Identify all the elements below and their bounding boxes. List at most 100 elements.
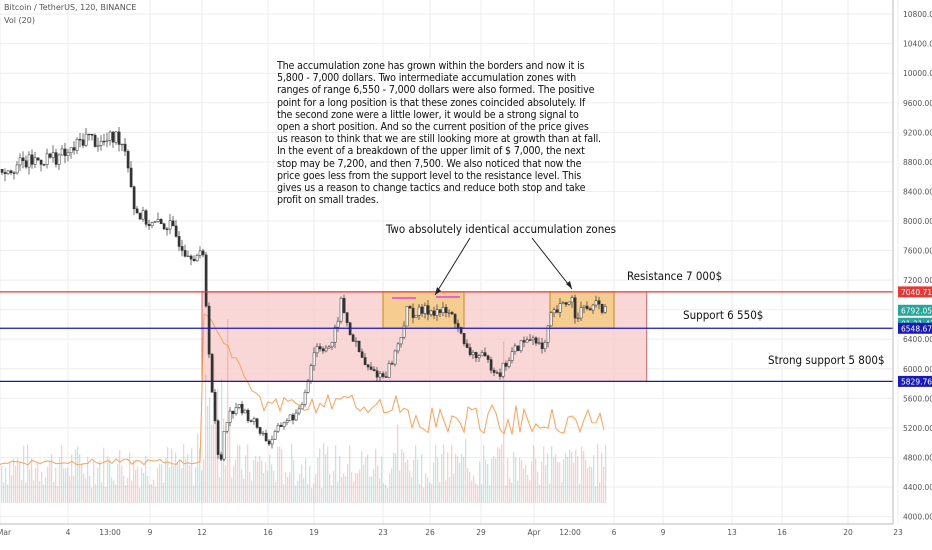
candle-body (360, 351, 364, 358)
volume-bar (333, 471, 335, 503)
volume-bar (335, 445, 337, 503)
volume-bar (93, 461, 95, 503)
volume-bar (361, 451, 363, 503)
candle-body (507, 360, 511, 367)
volume-bar (153, 479, 155, 503)
volume-bar (113, 480, 115, 503)
candle-body (276, 424, 280, 432)
candle-body (345, 312, 349, 323)
volume-bar (579, 483, 581, 503)
candle-body (303, 392, 307, 405)
candle-body (387, 363, 391, 378)
volume-bar (485, 459, 487, 503)
candle-body (363, 357, 367, 366)
volume-bar (563, 459, 565, 503)
candle-body (18, 157, 22, 166)
volume-bar (231, 477, 233, 503)
candle-body (333, 326, 337, 343)
candle-body (423, 305, 427, 314)
volume-bar (481, 484, 483, 503)
volume-bar (193, 485, 195, 503)
date-tick-label: 16 (263, 528, 273, 537)
candle-body (285, 420, 289, 423)
volume-bar (373, 468, 375, 503)
volume-bar (67, 467, 69, 503)
candle-body (309, 365, 313, 382)
candle-body (246, 409, 250, 421)
volume-bar (165, 458, 167, 503)
volume-bar (299, 474, 301, 503)
candle-body (498, 372, 502, 377)
volume-bar (521, 460, 523, 503)
volume-bar (63, 468, 65, 503)
volume-bar (403, 452, 405, 503)
candle-body (300, 404, 304, 410)
volume-bar (189, 465, 191, 503)
volume-bar (111, 477, 113, 503)
candle-body (324, 347, 328, 352)
price-tick-label: 8000.00 (903, 217, 932, 226)
volume-bar (381, 456, 383, 503)
candle-body (561, 302, 565, 304)
volume-bar (601, 452, 603, 503)
price-tag-text-support: 6548.67 (901, 324, 932, 333)
candle-body (294, 412, 298, 421)
volume-bar (455, 453, 457, 503)
candle-body (267, 440, 271, 445)
volume-bar (297, 480, 299, 503)
volume-bar (493, 455, 495, 503)
candle-body (546, 325, 550, 343)
candle-body (45, 153, 49, 165)
candle-body (162, 223, 166, 230)
candle-body (315, 346, 319, 354)
volume-bar (259, 456, 261, 503)
candle-body (198, 250, 202, 256)
volume-bar (179, 459, 181, 503)
volume-bar (431, 483, 433, 503)
candle-body (258, 427, 262, 434)
volume-bar (317, 457, 319, 503)
volume-bar (449, 476, 451, 503)
volume-bar (511, 482, 513, 503)
volume-bar (533, 445, 535, 503)
candle-body (192, 258, 196, 262)
volume-bar (149, 484, 151, 503)
candle-body (114, 131, 118, 143)
volume-bar (7, 484, 9, 503)
candle-body (180, 246, 184, 251)
candle-body (558, 303, 562, 313)
candle-body (432, 310, 436, 316)
candle-body (501, 362, 505, 377)
candle-body (15, 164, 19, 174)
volume-bar (205, 374, 207, 503)
volume-bar (463, 457, 465, 503)
candle-body (306, 380, 310, 393)
volume-bar (501, 443, 503, 503)
candle-body (210, 353, 214, 393)
candle-body (51, 152, 55, 158)
volume-bar (327, 446, 329, 503)
volume-bar (83, 473, 85, 503)
date-tick-label: 23 (893, 528, 903, 537)
volume-bar (427, 477, 429, 503)
volume-bar (279, 446, 281, 503)
candle-body (438, 309, 442, 313)
candle-body (357, 340, 361, 352)
candle-body (369, 366, 373, 370)
volume-bar (53, 481, 55, 503)
candle-body (579, 307, 583, 319)
date-tick-label: 16 (777, 528, 787, 537)
volume-bar (241, 469, 243, 503)
volume-bar (429, 482, 431, 503)
volume-bar (401, 448, 403, 503)
volume-bar (173, 465, 175, 503)
candle-body (384, 376, 388, 378)
price-tag-text-current: 6792.05 (901, 306, 932, 315)
volume-bar (525, 464, 527, 503)
volume-bar (211, 424, 213, 503)
volume-bar (437, 458, 439, 503)
volume-bar (453, 473, 455, 503)
candle-body (33, 157, 37, 165)
candle-body (69, 147, 73, 154)
